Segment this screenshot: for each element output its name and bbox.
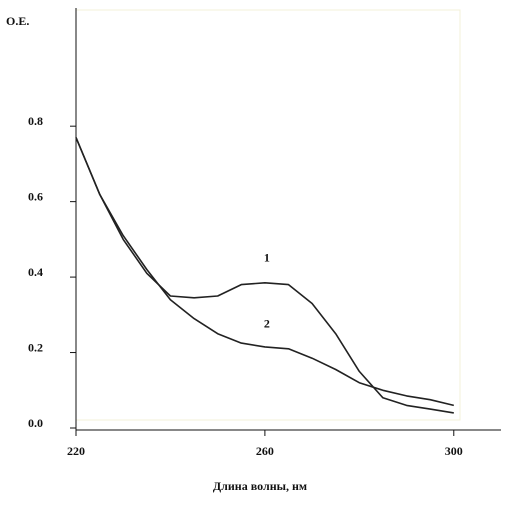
- y-axis-label: O.E.: [6, 14, 29, 28]
- y-tick-label: 0.2: [28, 340, 43, 354]
- y-tick-label: 0.8: [28, 114, 43, 128]
- x-tick-label: 220: [67, 444, 85, 458]
- x-axis-label: Длина волны, нм: [213, 479, 307, 493]
- series-label: 1: [264, 251, 270, 265]
- y-tick-label: 0.6: [28, 189, 43, 203]
- x-tick-label: 300: [445, 444, 463, 458]
- plot-frame: [75, 9, 461, 421]
- series-line: [75, 137, 454, 414]
- y-tick-label: 0.0: [28, 416, 43, 430]
- series-label: 2: [264, 317, 270, 331]
- x-tick-label: 260: [256, 444, 274, 458]
- series-line: [75, 137, 454, 407]
- y-tick-label: 0.4: [28, 265, 43, 279]
